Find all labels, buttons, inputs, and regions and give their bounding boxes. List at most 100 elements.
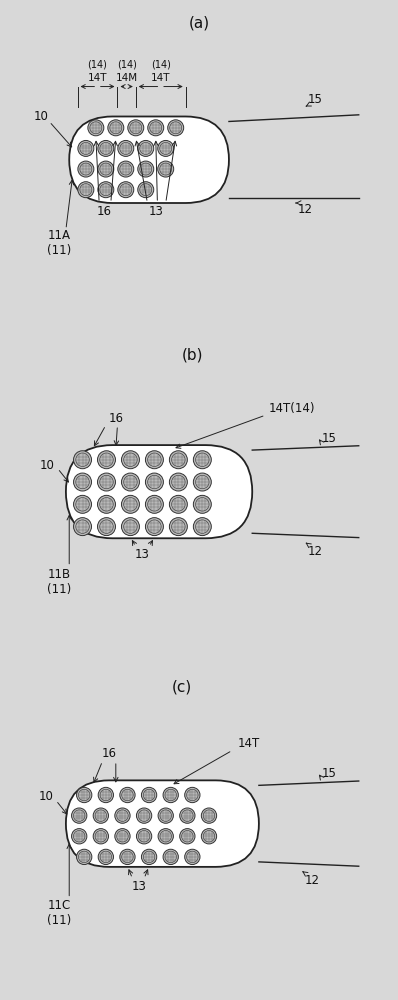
Text: 10: 10: [33, 110, 49, 123]
Circle shape: [170, 451, 187, 469]
Circle shape: [76, 787, 92, 803]
Circle shape: [118, 182, 134, 198]
Circle shape: [180, 808, 195, 823]
Text: 14T(14): 14T(14): [269, 402, 316, 415]
Text: (c): (c): [172, 680, 193, 695]
Circle shape: [158, 829, 174, 844]
Text: 13: 13: [148, 205, 163, 218]
Circle shape: [74, 451, 92, 469]
Circle shape: [141, 787, 157, 803]
Circle shape: [185, 787, 200, 803]
Circle shape: [72, 808, 87, 823]
FancyBboxPatch shape: [66, 780, 259, 867]
Text: 11A
(11): 11A (11): [47, 229, 71, 257]
Text: 14T: 14T: [88, 73, 107, 83]
Circle shape: [121, 518, 139, 536]
Circle shape: [158, 161, 174, 177]
Circle shape: [148, 120, 164, 136]
Circle shape: [193, 451, 211, 469]
Text: (14): (14): [117, 60, 137, 70]
Circle shape: [138, 140, 154, 156]
Text: 13: 13: [135, 548, 150, 561]
Text: 16: 16: [97, 205, 112, 218]
Circle shape: [193, 518, 211, 536]
Text: 14M: 14M: [115, 73, 138, 83]
Circle shape: [74, 518, 92, 536]
Circle shape: [185, 849, 200, 865]
Circle shape: [170, 473, 187, 491]
Circle shape: [145, 451, 164, 469]
Circle shape: [138, 182, 154, 198]
Circle shape: [78, 182, 94, 198]
Circle shape: [98, 518, 115, 536]
Text: 15: 15: [321, 767, 336, 780]
Text: (14): (14): [151, 60, 171, 70]
Circle shape: [145, 473, 164, 491]
Text: (14): (14): [88, 60, 107, 70]
Circle shape: [120, 849, 135, 865]
Circle shape: [145, 518, 164, 536]
Text: 11C
(11): 11C (11): [47, 899, 71, 927]
Circle shape: [201, 829, 217, 844]
Circle shape: [76, 849, 92, 865]
Circle shape: [108, 120, 124, 136]
Circle shape: [118, 161, 134, 177]
Circle shape: [78, 140, 94, 156]
Circle shape: [180, 829, 195, 844]
Circle shape: [74, 495, 92, 513]
Circle shape: [98, 451, 115, 469]
Circle shape: [163, 849, 178, 865]
Circle shape: [72, 829, 87, 844]
Circle shape: [115, 808, 130, 823]
Circle shape: [98, 473, 115, 491]
Circle shape: [120, 787, 135, 803]
Circle shape: [121, 495, 139, 513]
Circle shape: [98, 182, 114, 198]
Text: 10: 10: [39, 790, 53, 803]
Circle shape: [145, 495, 164, 513]
Text: 11B
(11): 11B (11): [47, 568, 71, 596]
Circle shape: [201, 808, 217, 823]
Text: 16: 16: [101, 747, 117, 760]
Circle shape: [93, 808, 109, 823]
Text: (a): (a): [188, 16, 210, 31]
Text: 12: 12: [308, 545, 323, 558]
Circle shape: [137, 808, 152, 823]
Circle shape: [98, 161, 114, 177]
Circle shape: [121, 451, 139, 469]
Text: 14T: 14T: [238, 737, 260, 750]
Circle shape: [121, 473, 139, 491]
Circle shape: [163, 787, 178, 803]
Text: (b): (b): [181, 348, 203, 363]
Circle shape: [98, 787, 113, 803]
Circle shape: [118, 140, 134, 156]
Circle shape: [137, 829, 152, 844]
Circle shape: [115, 829, 130, 844]
Circle shape: [74, 473, 92, 491]
Circle shape: [98, 849, 113, 865]
Circle shape: [168, 120, 184, 136]
Circle shape: [170, 495, 187, 513]
Circle shape: [98, 140, 114, 156]
Circle shape: [78, 161, 94, 177]
Text: 13: 13: [132, 880, 146, 893]
Circle shape: [141, 849, 157, 865]
Circle shape: [93, 829, 109, 844]
Text: 15: 15: [321, 432, 336, 445]
Circle shape: [170, 518, 187, 536]
Circle shape: [158, 140, 174, 156]
Text: 12: 12: [298, 203, 313, 216]
Circle shape: [128, 120, 144, 136]
Circle shape: [138, 161, 154, 177]
FancyBboxPatch shape: [66, 445, 252, 538]
Circle shape: [88, 120, 104, 136]
Text: 10: 10: [40, 459, 55, 472]
Text: 12: 12: [304, 874, 320, 887]
Circle shape: [193, 495, 211, 513]
Text: 16: 16: [108, 412, 123, 425]
Text: 14T: 14T: [151, 73, 170, 83]
Circle shape: [193, 473, 211, 491]
Circle shape: [98, 495, 115, 513]
Circle shape: [158, 808, 174, 823]
FancyBboxPatch shape: [69, 116, 229, 203]
